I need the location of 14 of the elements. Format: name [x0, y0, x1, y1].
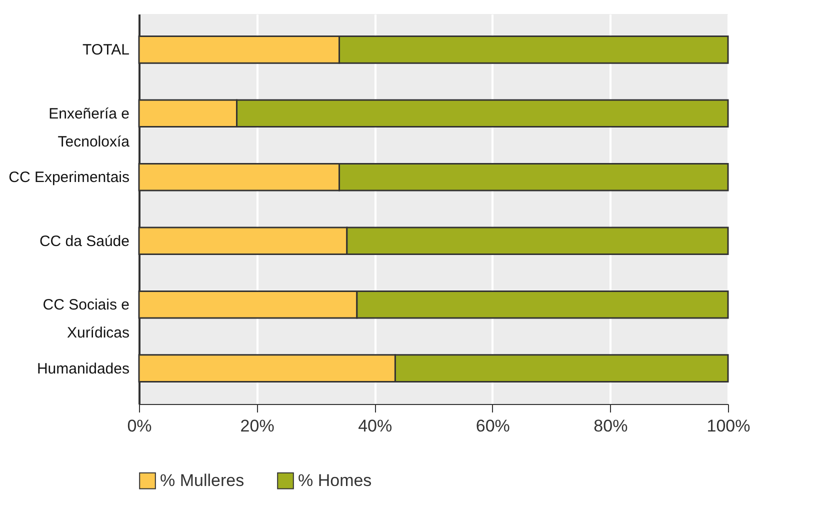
y-tick-label: CC Sociais e Xurídicas: [42, 296, 130, 342]
legend-label: % Mulleres: [160, 470, 244, 490]
x-tick-label: 20%: [240, 416, 274, 436]
legend-label: % Homes: [298, 470, 372, 490]
y-tick-label: Humanidades: [36, 360, 130, 378]
x-tick-label: 100%: [706, 416, 750, 436]
x-tick-label: 40%: [358, 416, 392, 436]
y-tick-label: TOTAL: [82, 42, 130, 59]
y-tick-label: Enxeñería e Tecnoloxía: [48, 105, 130, 150]
x-tick-label: 60%: [476, 416, 510, 436]
y-tick-label: CC Experimentais: [8, 169, 130, 186]
x-tick-label: 0%: [127, 416, 152, 436]
x-tick-label: 80%: [594, 416, 628, 436]
y-tick-label: CC da Saúde: [39, 232, 130, 250]
